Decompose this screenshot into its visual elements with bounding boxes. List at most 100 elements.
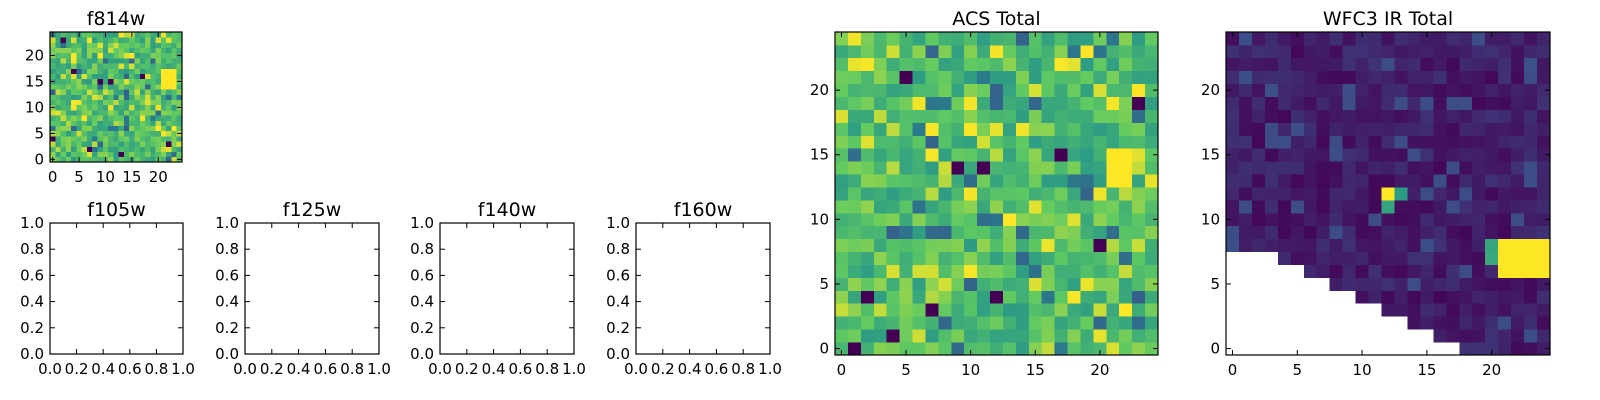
heatmap-cell — [1015, 135, 1030, 149]
heatmap-cell — [1459, 148, 1473, 162]
heatmap-cell — [1145, 57, 1159, 72]
heatmap-cell — [964, 238, 978, 253]
heatmap-cell — [1342, 70, 1356, 85]
heatmap-cell — [1015, 251, 1030, 265]
chart-title: f160w — [674, 199, 733, 221]
heatmap-cell — [1329, 96, 1344, 110]
heatmap-cell — [139, 63, 146, 69]
heatmap-cell — [102, 146, 109, 152]
heatmap-cell — [139, 130, 146, 137]
heatmap-cell — [118, 73, 125, 80]
heatmap-cell — [1459, 212, 1473, 227]
plot-area — [636, 223, 770, 354]
heatmap-cell — [1420, 122, 1434, 136]
heatmap-cell — [171, 63, 178, 69]
heatmap-cell — [912, 303, 926, 317]
heatmap-cell — [847, 238, 862, 253]
heatmap-cell — [964, 225, 978, 240]
heatmap-cell — [1226, 199, 1240, 214]
heatmap-cell — [1368, 109, 1382, 123]
heatmap-cell — [1093, 122, 1107, 136]
heatmap-cell — [108, 68, 114, 74]
heatmap-cell — [1015, 199, 1030, 214]
heatmap-cell — [1290, 135, 1305, 149]
heatmap-cell — [964, 212, 978, 227]
heatmap-cell — [176, 94, 183, 100]
heatmap-cell — [65, 115, 72, 121]
heatmap-cell — [123, 146, 130, 152]
heatmap-cell — [1368, 135, 1382, 149]
heatmap-cell — [938, 44, 952, 59]
x-tick-label: 0.2 — [65, 360, 89, 378]
heatmap-cell — [171, 110, 178, 116]
heatmap-cell — [166, 104, 172, 111]
heatmap-cell — [86, 68, 93, 74]
heatmap-cell — [1485, 174, 1499, 188]
heatmap-cell — [977, 225, 991, 240]
heatmap-cell — [990, 238, 1004, 253]
heatmap-cell — [938, 225, 952, 240]
heatmap-cell — [86, 63, 93, 69]
heatmap-cell — [1524, 277, 1538, 291]
heatmap-cell — [123, 130, 130, 137]
heatmap-cell — [1381, 199, 1395, 214]
heatmap-cell — [155, 42, 162, 48]
heatmap-cell — [1106, 83, 1120, 97]
heatmap-cell — [1054, 251, 1068, 265]
heatmap-cell — [1002, 187, 1017, 201]
heatmap-cell — [847, 199, 862, 214]
heatmap-cell — [176, 115, 183, 121]
heatmap-cells — [1226, 32, 1551, 356]
heatmap-cell — [847, 303, 862, 317]
heatmap-cell — [1093, 290, 1107, 304]
heatmap-cell — [1067, 83, 1081, 97]
heatmap-cell — [1093, 148, 1107, 162]
heatmap-cell — [1342, 212, 1356, 227]
heatmap-cell — [1290, 83, 1305, 97]
y-tick-label: 1.0 — [410, 214, 434, 232]
heatmap-cell — [1355, 70, 1369, 85]
heatmap-cell — [990, 303, 1004, 317]
heatmap-cell — [129, 47, 135, 54]
heatmap-cell — [1119, 212, 1133, 227]
heatmap-cell — [925, 32, 939, 46]
heatmap-cell — [1093, 251, 1107, 265]
heatmap-cell — [171, 94, 178, 100]
heatmap-cell — [1420, 70, 1434, 85]
heatmap-cell — [176, 58, 183, 64]
heatmap-cell — [1041, 212, 1056, 227]
heatmap-cell — [50, 84, 56, 90]
heatmap-cell — [1132, 122, 1146, 136]
heatmap-cell — [86, 58, 93, 64]
y-tick-label: 0.4 — [606, 293, 630, 311]
heatmap-cell — [65, 130, 72, 137]
x-tick-label: 0.6 — [704, 360, 728, 378]
heatmap-cell — [977, 290, 991, 304]
heatmap-cell — [1524, 225, 1538, 240]
heatmap-cell — [860, 96, 875, 110]
heatmap-cell — [118, 141, 125, 147]
heatmap-cell — [1433, 174, 1447, 188]
heatmap-cell — [1106, 187, 1120, 201]
heatmap-cell — [1226, 70, 1240, 85]
heatmap-cell — [938, 161, 952, 175]
heatmap-cell — [145, 94, 151, 100]
heatmap-cell — [964, 96, 978, 110]
heatmap-cell — [134, 73, 141, 80]
heatmap-cell — [1381, 122, 1395, 136]
heatmap-cell — [886, 316, 900, 330]
heatmap-cell — [1498, 342, 1512, 356]
heatmap-cell — [102, 37, 109, 43]
heatmap-cell — [81, 110, 88, 116]
heatmap-cell — [60, 89, 67, 95]
heatmap-cell — [92, 52, 98, 59]
heatmap-cell — [1028, 161, 1043, 175]
heatmap-cell — [1226, 109, 1240, 123]
y-tick-label: 0.8 — [20, 240, 44, 258]
heatmap-cell — [108, 99, 114, 106]
heatmap-cell — [912, 316, 926, 330]
heatmap-cell — [835, 32, 849, 46]
heatmap-cell — [1277, 109, 1292, 123]
heatmap-cell — [925, 109, 939, 123]
heatmap-cell — [1119, 32, 1133, 46]
